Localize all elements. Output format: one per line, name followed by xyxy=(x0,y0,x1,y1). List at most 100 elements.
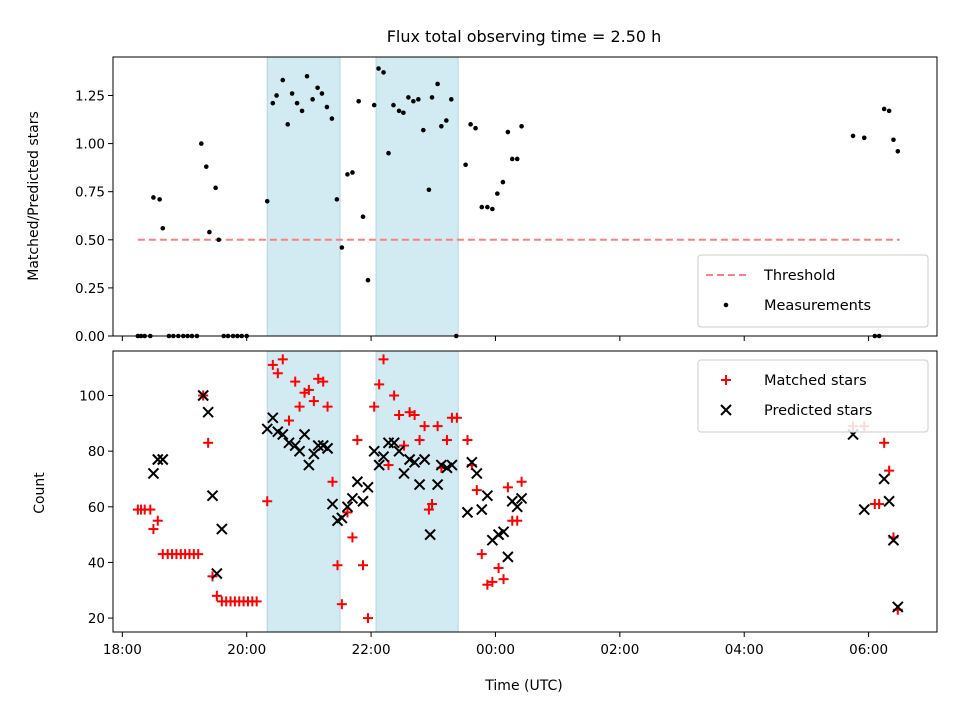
data-point-1-0-43 xyxy=(336,599,347,610)
data-point-0-0-59 xyxy=(435,81,440,87)
data-point-1-1-62-b xyxy=(892,601,904,613)
data-point-1-1-55-b xyxy=(511,501,523,513)
data-point-1-1-60 xyxy=(883,495,895,507)
data-point-1-0-67 xyxy=(462,435,473,446)
data-point-1-0-37 xyxy=(308,396,319,407)
data-point-1-1-36-b xyxy=(403,453,416,466)
data-point-1-0-28 xyxy=(262,496,273,507)
data-point-1-1-49 xyxy=(481,489,494,502)
legend: Threshold Measurements xyxy=(697,254,929,328)
data-point-0-0-60 xyxy=(439,123,444,129)
data-point-0-0-51 xyxy=(396,108,402,114)
legend-label-0: Matched stars xyxy=(764,373,867,389)
data-point-1-1-25-b xyxy=(346,492,359,505)
data-point-0-0-4 xyxy=(151,195,156,200)
data-point-0-0-35 xyxy=(315,85,320,91)
data-point-1-1-46 xyxy=(466,456,478,468)
data-point-1-1-42-b xyxy=(435,459,448,471)
data-point-0-0-50 xyxy=(391,102,396,108)
data-point-1-1-42 xyxy=(435,459,448,471)
x-tick-label-3: 00:00 xyxy=(476,642,515,658)
y-tick-label-4: 1.00 xyxy=(75,137,105,153)
data-point-0-0-28 xyxy=(280,77,286,83)
data-point-1-0-32 xyxy=(283,415,294,426)
data-point-0-0-14 xyxy=(199,141,204,146)
data-point-1-0-30 xyxy=(272,368,283,379)
data-point-1-1-55 xyxy=(511,501,523,513)
data-point-1-1-47 xyxy=(471,467,483,480)
data-point-1-0-17 xyxy=(207,571,218,582)
data-point-1-0-3 xyxy=(145,504,156,515)
data-point-1-0-5 xyxy=(152,515,163,526)
data-point-1-1-61-b xyxy=(887,534,900,546)
data-point-1-1-11 xyxy=(277,428,289,441)
data-point-1-0-58 xyxy=(414,435,425,446)
ratio-panel: 0.00 0.25 0.50 0.75 1.00 1.25 Threshold Measure… xyxy=(75,56,938,345)
data-point-1-1-24 xyxy=(341,501,354,513)
data-point-1-0-59 xyxy=(419,421,430,432)
data-point-1-1-40-b xyxy=(424,528,436,541)
data-point-1-0-47 xyxy=(357,560,368,571)
data-point-0-0-61 xyxy=(444,118,449,123)
legend-label-1: Measurements xyxy=(764,298,871,314)
data-point-1-0-74 xyxy=(498,574,509,585)
data-point-1-1-14 xyxy=(293,445,306,457)
data-point-1-1-58-b xyxy=(858,503,870,516)
data-point-1-1-2-b xyxy=(157,453,169,466)
data-point-1-1-54-b xyxy=(506,495,518,507)
legend-box xyxy=(697,359,929,433)
data-point-1-1-17 xyxy=(308,448,320,460)
data-point-1-1-9 xyxy=(267,412,279,424)
data-point-1-1-30-b xyxy=(373,459,385,471)
data-point-1-1-34 xyxy=(393,445,405,457)
data-point-1-1-6 xyxy=(211,567,223,580)
data-point-1-1-24-b xyxy=(341,501,354,513)
y-tick-label-2: 60 xyxy=(88,500,105,516)
data-point-1-0-54 xyxy=(394,409,405,420)
x-tick-label-6: 06:00 xyxy=(849,642,888,658)
data-point-0-0-17 xyxy=(213,185,218,191)
data-point-1-1-21-b xyxy=(326,498,339,510)
data-point-1-0-18 xyxy=(211,590,222,601)
shaded-interval-2 xyxy=(375,350,459,633)
data-point-1-1-6-b xyxy=(211,567,223,580)
data-point-1-0-72 xyxy=(487,576,498,587)
data-point-1-1-45 xyxy=(461,506,474,519)
data-point-0-0-73 xyxy=(509,156,515,162)
data-point-1-1-4-b xyxy=(202,406,214,418)
data-point-1-1-28 xyxy=(362,481,374,494)
data-point-1-0-41 xyxy=(327,476,338,487)
data-point-0-0-6 xyxy=(160,225,166,231)
data-point-1-0-14 xyxy=(193,549,204,560)
data-point-1-1-30 xyxy=(373,459,385,471)
data-point-0-0-75 xyxy=(519,123,524,129)
data-point-0-0-31 xyxy=(294,100,300,106)
data-point-1-1-38 xyxy=(413,478,426,491)
data-point-0-0-48 xyxy=(381,70,386,75)
data-point-1-1-5 xyxy=(206,489,219,502)
data-point-0-0-55 xyxy=(416,97,421,102)
data-point-0-0-77 xyxy=(861,135,867,141)
y-tick-label-3: 0.75 xyxy=(75,185,105,201)
legend-swatch-1-b xyxy=(720,404,732,416)
data-point-1-1-40 xyxy=(424,528,436,541)
data-point-0-0-64 xyxy=(463,162,468,168)
data-point-0-0-15 xyxy=(203,164,209,169)
data-point-1-1-44 xyxy=(446,459,458,471)
data-point-1-1-11-b xyxy=(277,428,289,441)
x-tick-label-0: 18:00 xyxy=(103,642,142,658)
plot-frame xyxy=(112,350,938,633)
data-point-1-0-61 xyxy=(427,499,438,510)
legend: Matched stars Predicted stars xyxy=(697,359,929,433)
data-point-1-1-10-b xyxy=(272,425,284,438)
data-point-0-0-69 xyxy=(490,206,495,212)
data-point-1-1-53-b xyxy=(502,551,514,563)
data-point-1-0-60 xyxy=(423,504,434,515)
data-point-0-0-72 xyxy=(505,129,511,135)
data-point-0-0-76 xyxy=(850,133,856,139)
data-point-1-1-59 xyxy=(878,473,890,485)
data-point-1-0-57 xyxy=(409,409,420,420)
data-point-1-1-59-b xyxy=(878,473,890,485)
data-point-1-0-69 xyxy=(471,485,482,496)
data-point-1-1-44-b xyxy=(446,459,458,471)
